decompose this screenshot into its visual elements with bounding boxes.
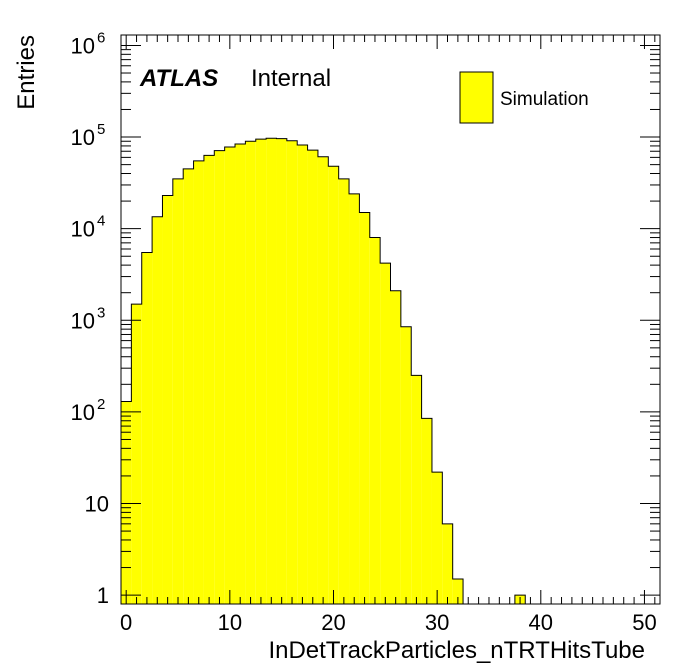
histogram-bar [255,139,267,604]
y-axis-title: Entries [13,35,40,110]
histogram-bar [307,150,318,604]
histogram-bar [193,160,204,604]
y-tick-exponent: 2 [97,396,105,413]
histogram-bar [121,401,132,604]
histogram-bar [131,304,142,604]
histogram-bar [276,138,287,604]
y-tick-exponent: 3 [97,304,105,321]
x-tick-label: 30 [425,610,449,635]
y-tick-label: 10 [71,33,95,58]
axis-ticks [121,35,660,604]
histogram-bar [183,168,194,605]
histogram-bar [224,146,236,604]
x-axis-title: InDetTrackParticles_nTRTHitsTube [268,637,645,664]
atlas-label: ATLAS [139,65,218,92]
histogram-bar [328,166,339,604]
histogram-bar [235,143,246,604]
x-tick-label: 40 [529,610,553,635]
x-tick-label: 10 [218,610,242,635]
histogram-bar [380,263,391,604]
histogram-bar [317,156,329,604]
y-tick-exponent: 4 [97,213,105,230]
y-tick-label: 10 [85,492,109,517]
histogram-bar [411,375,422,604]
histogram-bar [349,193,360,605]
histogram-bar [390,290,401,604]
histogram-bar [162,195,173,604]
histogram-bar [431,472,443,604]
histogram-bar [359,212,370,604]
x-tick-label: 20 [321,610,345,635]
legend: Simulation [459,71,589,124]
histogram-bar [297,144,308,605]
x-tick-label: 50 [632,610,656,635]
y-tick-exponent: 6 [97,29,105,46]
histogram-bar [214,150,225,605]
histogram-bar [152,216,163,604]
histogram-bar [369,237,381,604]
histogram-bar [421,418,432,604]
histogram-bar [400,326,412,604]
histogram-bar [452,578,464,604]
y-tick-exponent: 5 [97,121,105,138]
histogram-bar [172,178,184,605]
histogram-bar [338,178,350,605]
histogram-bar [266,138,277,604]
y-tick-label: 10 [71,400,95,425]
histogram-bar [286,140,298,604]
histogram-bar [141,252,153,604]
histogram-bar [203,155,215,604]
y-tick-label: 1 [97,583,109,608]
plot-frame [120,34,661,605]
histogram-bars [120,137,526,605]
histogram-bar [442,523,453,604]
y-tick-label: 10 [71,125,95,150]
legend-label-simulation: Simulation [500,89,589,110]
y-tick-label: 10 [71,217,95,242]
histogram-bar [245,141,256,604]
x-tick-label: 0 [120,610,132,635]
legend-swatch-simulation [459,71,494,124]
histogram-outline [120,137,526,605]
y-tick-label: 10 [71,308,95,333]
internal-label: Internal [251,65,331,92]
